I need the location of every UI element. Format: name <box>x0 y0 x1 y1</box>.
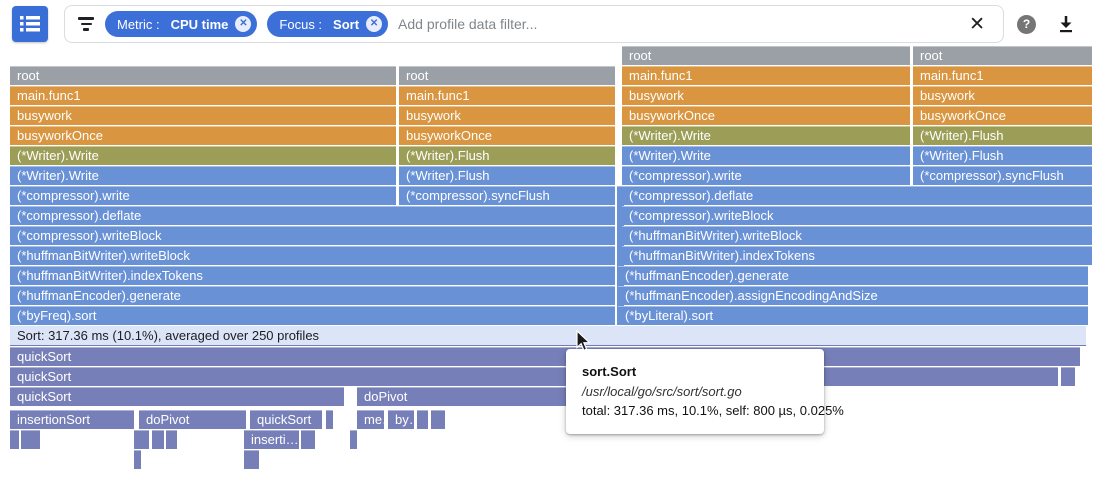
flame-block[interactable]: main.func1 <box>10 86 396 105</box>
flame-block[interactable]: Sort: 317.36 ms (10.1%), averaged over 2… <box>10 326 1086 346</box>
flame-block[interactable] <box>28 430 35 449</box>
flame-block[interactable] <box>134 430 149 449</box>
flame-block[interactable]: (*huffmanEncoder).generate <box>618 266 1088 285</box>
flame-block[interactable]: busywork <box>622 86 910 105</box>
flame-block[interactable]: busywork <box>913 86 1092 105</box>
flame-block[interactable]: (*compressor).write <box>10 186 396 205</box>
flame-block[interactable]: busyworkOnce <box>399 126 615 145</box>
flame-block[interactable]: (*byLiteral).sort <box>618 306 1088 325</box>
chip-close-icon[interactable]: ✕ <box>366 16 383 32</box>
flame-block[interactable] <box>350 430 357 449</box>
flame-block[interactable] <box>33 430 40 449</box>
flame-block[interactable]: main.func1 <box>913 66 1092 85</box>
flame-block[interactable] <box>417 410 428 429</box>
flame-block[interactable]: inserti… <box>244 430 299 449</box>
flame-block[interactable]: root <box>399 66 615 85</box>
flame-block[interactable]: busywork <box>399 106 615 125</box>
flame-block[interactable]: quickSort <box>10 387 344 406</box>
flame-block[interactable] <box>134 450 141 469</box>
flame-block[interactable]: insertionSort <box>10 410 134 429</box>
flame-block[interactable]: main.func1 <box>622 66 910 85</box>
flame-block[interactable]: (*byFreq).sort <box>10 306 615 325</box>
tooltip-source-path: /usr/local/go/src/sort/sort.go <box>582 383 742 399</box>
flame-block[interactable]: (*compressor).syncFlush <box>399 186 615 205</box>
help-icon[interactable]: ? <box>1017 15 1036 34</box>
flame-block[interactable]: root <box>622 46 910 65</box>
flame-block[interactable]: (*Writer).Flush <box>913 146 1092 165</box>
flame-block[interactable]: (*Writer).Flush <box>399 166 615 185</box>
flame-block[interactable]: (*Writer).Flush <box>399 146 615 165</box>
flame-block[interactable]: quickSort <box>10 347 1080 366</box>
filter-chip-focus[interactable]: Focus : Sort ✕ <box>267 11 389 37</box>
flame-block[interactable]: (*Writer).Write <box>10 146 396 165</box>
clear-filters-icon[interactable]: ✕ <box>969 13 985 35</box>
flame-block[interactable]: busyworkOnce <box>913 106 1092 125</box>
flame-block[interactable]: (*compressor).writeBlock <box>622 206 1092 225</box>
tooltip: sort.Sort /usr/local/go/src/sort/sort.go… <box>566 349 844 434</box>
flame-block[interactable]: (*Writer).Write <box>622 126 910 145</box>
flame-block[interactable] <box>617 186 624 325</box>
chip-label: Focus : <box>279 16 323 32</box>
chip-value: CPU time <box>170 16 229 32</box>
flame-block[interactable]: quickSort <box>250 410 322 429</box>
flame-block[interactable]: (*Writer).Write <box>10 166 396 185</box>
flame-block[interactable]: quickSort <box>10 367 1058 386</box>
flame-block[interactable]: root <box>913 46 1092 65</box>
flame-block[interactable]: busyworkOnce <box>622 106 910 125</box>
flame-block[interactable] <box>252 450 259 469</box>
flame-block[interactable]: me… <box>357 410 384 429</box>
flame-block[interactable]: (*huffmanBitWriter).writeBlock <box>622 226 1092 245</box>
flame-block[interactable] <box>166 430 173 449</box>
chip-close-icon[interactable]: ✕ <box>235 16 252 32</box>
profile-filter-bar[interactable]: Metric : CPU time ✕ Focus : Sort ✕ Add pro… <box>64 5 1004 43</box>
download-icon[interactable] <box>1055 13 1077 35</box>
flame-block[interactable]: busywork <box>10 106 396 125</box>
filter-list-icon <box>77 17 95 31</box>
flame-block[interactable]: main.func1 <box>399 86 615 105</box>
flame-block[interactable] <box>438 410 445 429</box>
flame-block[interactable] <box>10 430 19 449</box>
chip-value: Sort <box>333 16 360 32</box>
flame-block[interactable]: root <box>10 66 396 85</box>
flame-block[interactable] <box>152 430 164 449</box>
flame-block[interactable] <box>248 450 255 469</box>
flame-block[interactable]: (*huffmanEncoder).generate <box>10 286 615 305</box>
flame-block[interactable]: busyworkOnce <box>10 126 396 145</box>
view-list-icon <box>20 16 40 32</box>
flame-block[interactable] <box>308 430 315 449</box>
filter-chip-metric[interactable]: Metric : CPU time ✕ <box>105 11 258 37</box>
flame-block[interactable] <box>1061 367 1075 386</box>
flame-block[interactable]: by… <box>388 410 414 429</box>
profile-list-button[interactable] <box>12 6 48 42</box>
flame-block[interactable] <box>21 430 28 449</box>
filter-input-placeholder[interactable]: Add profile data filter... <box>398 16 538 32</box>
flame-block[interactable]: (*compressor).syncFlush <box>913 166 1092 185</box>
flame-block[interactable] <box>326 410 333 429</box>
tooltip-function-name: sort.Sort <box>582 364 637 379</box>
flame-block[interactable]: (*compressor).deflate <box>10 206 615 225</box>
flame-block[interactable] <box>431 410 438 429</box>
flame-block[interactable]: (*compressor).writeBlock <box>10 226 615 245</box>
flame-block[interactable]: (*huffmanEncoder).assignEncodingAndSize <box>618 286 1088 305</box>
flame-block[interactable]: (*huffmanBitWriter).writeBlock <box>10 246 615 265</box>
flame-block[interactable]: (*compressor).write <box>622 166 910 185</box>
flame-block[interactable]: (*compressor).deflate <box>622 186 1092 205</box>
tooltip-stats: total: 317.36 ms, 10.1%, self: 800 µs, 0… <box>582 403 844 418</box>
flame-block[interactable] <box>244 450 251 469</box>
flame-block[interactable]: (*Writer).Flush <box>913 126 1092 145</box>
flame-block[interactable]: (*huffmanBitWriter).indexTokens <box>622 246 1092 265</box>
chip-label: Metric : <box>117 16 160 32</box>
flame-block[interactable]: (*Writer).Write <box>622 146 910 165</box>
flame-block[interactable] <box>301 430 308 449</box>
flame-block[interactable]: doPivot <box>139 410 246 429</box>
flame-block[interactable]: (*huffmanBitWriter).indexTokens <box>10 266 615 285</box>
flame-block[interactable] <box>170 430 177 449</box>
